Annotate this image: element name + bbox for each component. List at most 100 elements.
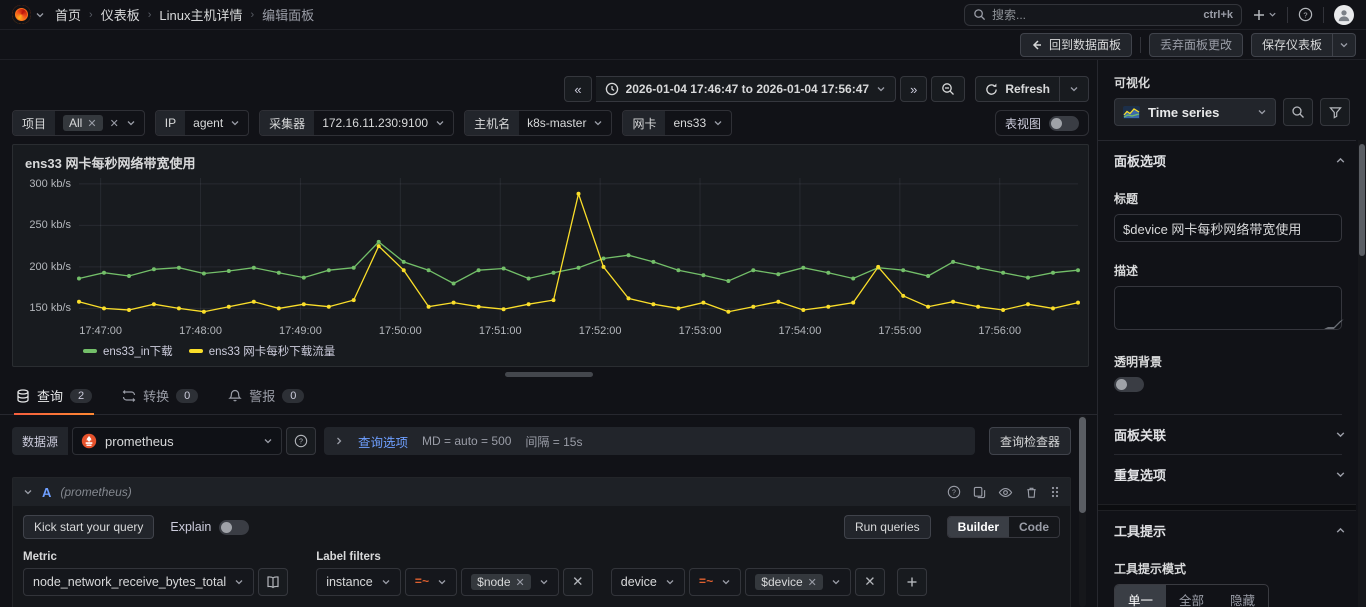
legend-item-series1[interactable]: ens33_in下载 — [83, 343, 173, 359]
remove-chip-icon[interactable]: ✕ — [807, 576, 817, 589]
variable-collector-value: 172.16.11.230:9100 — [322, 116, 429, 130]
query-inspector-button[interactable]: 查询检查器 — [988, 427, 1071, 455]
back-to-dashboard-button[interactable]: 回到数据面板 — [1019, 32, 1132, 57]
save-dashboard-split-button: 保存仪表板 — [1250, 32, 1356, 57]
transform-icon — [122, 389, 136, 403]
query-ref-id[interactable]: A — [42, 484, 52, 500]
repeat-options-label: 重复选项 — [1114, 468, 1167, 483]
save-dashboard-menu-button[interactable] — [1333, 32, 1356, 57]
remove-chip-icon[interactable]: ✕ — [87, 117, 97, 130]
x-axis-tick: 17:48:00 — [179, 325, 222, 337]
visualization-section: 可视化 Time series — [1098, 60, 1356, 126]
tooltip-mode-all[interactable]: 全部 — [1179, 594, 1205, 607]
user-avatar[interactable] — [1334, 4, 1354, 25]
help-button[interactable]: ? — [1298, 7, 1313, 22]
metrics-explorer-button[interactable] — [258, 568, 289, 596]
scrollbar-thumb[interactable] — [1079, 417, 1086, 513]
filter1-value-chip[interactable]: $node ✕ — [471, 574, 531, 590]
transparent-background-toggle[interactable] — [1114, 377, 1144, 392]
panel-options-section-header[interactable]: 面板选项 — [1098, 141, 1356, 180]
chevron-down-icon[interactable] — [23, 487, 33, 497]
panel-links-section-header[interactable]: 面板关联 — [1098, 415, 1356, 454]
filter1-op-select[interactable]: =~ — [404, 568, 458, 596]
variable-ip[interactable]: IP agent — [154, 110, 250, 136]
remove-filter2-button[interactable]: ✕ — [854, 568, 885, 596]
time-range-label: 2026-01-04 17:46:47 to 2026-01-04 17:56:… — [625, 82, 870, 96]
datasource-help-button[interactable]: ? — [286, 427, 317, 455]
refresh-button[interactable]: Refresh — [975, 76, 1060, 102]
variable-collector[interactable]: 采集器 172.16.11.230:9100 — [259, 110, 455, 136]
query-row-header[interactable]: A (prometheus) ? — [13, 478, 1070, 506]
breadcrumb-dashboards[interactable]: 仪表板 — [100, 8, 140, 23]
query-options-bar[interactable]: 查询选项 MD = auto = 500 间隔 = 15s — [324, 427, 975, 455]
breadcrumb-separator: › — [147, 8, 152, 21]
search-input[interactable] — [992, 7, 1198, 22]
zoom-out-time-button[interactable] — [931, 76, 966, 102]
chevron-down-icon — [593, 118, 603, 128]
chart-plot[interactable] — [77, 178, 1080, 320]
breadcrumb-dashboard-name[interactable]: Linux主机详情 — [159, 8, 243, 23]
variable-project[interactable]: 项目 All ✕ ✕ — [12, 110, 145, 136]
filter2-name-select[interactable]: device — [610, 568, 685, 596]
variable-hostname[interactable]: 主机名 k8s-master — [464, 110, 613, 136]
query-options-link[interactable]: 查询选项 — [358, 435, 409, 450]
grafana-logo-button[interactable] — [12, 5, 45, 24]
builder-mode-button[interactable]: Builder — [947, 517, 1009, 537]
remove-chip-icon[interactable]: ✕ — [515, 576, 525, 589]
repeat-options-section-header[interactable]: 重复选项 — [1098, 455, 1356, 494]
variable-collector-label: 采集器 — [260, 111, 315, 135]
query-area-scrollbar[interactable] — [1079, 415, 1086, 607]
panel-resize-handle[interactable] — [504, 372, 593, 377]
timeseries-panel[interactable]: ens33 网卡每秒网络带宽使用 150 kb/s 200 kb/s 250 kb/… — [12, 144, 1089, 367]
refresh-interval-button[interactable] — [1060, 76, 1089, 102]
tooltip-mode-single[interactable]: 单一 — [1115, 585, 1167, 607]
clear-variable-icon[interactable]: ✕ — [109, 117, 119, 130]
panel-title-input[interactable] — [1114, 214, 1342, 242]
delete-query-icon[interactable] — [1025, 486, 1038, 499]
time-range-picker-button[interactable]: 2026-01-04 17:46:47 to 2026-01-04 17:56:… — [595, 76, 897, 102]
legend-item-series2[interactable]: ens33 网卡每秒下载流量 — [188, 343, 335, 359]
filter1-name-select[interactable]: instance — [316, 568, 401, 596]
variable-hostname-value: k8s-master — [527, 116, 587, 130]
explain-toggle[interactable] — [219, 519, 250, 535]
time-shift-forward-button[interactable]: » — [900, 76, 928, 102]
search-options-button[interactable] — [1283, 98, 1313, 126]
run-queries-button[interactable]: Run queries — [843, 515, 931, 539]
tooltip-section-header[interactable]: 工具提示 — [1098, 511, 1356, 550]
drag-handle-icon[interactable] — [1050, 485, 1060, 499]
refresh-group: Refresh — [975, 76, 1089, 102]
visualization-picker[interactable]: Time series — [1114, 98, 1276, 126]
breadcrumb-home[interactable]: 首页 — [55, 8, 82, 23]
filter-options-button[interactable] — [1320, 98, 1350, 126]
code-mode-button[interactable]: Code — [1019, 520, 1049, 534]
chevron-down-icon — [1268, 10, 1277, 19]
time-shift-back-button[interactable]: « — [564, 76, 592, 102]
save-dashboard-button[interactable]: 保存仪表板 — [1250, 32, 1333, 57]
search-box[interactable]: ctrl+k — [964, 3, 1242, 26]
metric-select[interactable]: node_network_receive_bytes_total — [23, 568, 255, 596]
table-view-toggle[interactable] — [1049, 115, 1079, 131]
variable-project-chip[interactable]: All ✕ — [63, 115, 103, 131]
scrollbar-thumb[interactable] — [1359, 144, 1365, 256]
remove-filter1-button[interactable]: ✕ — [562, 568, 593, 596]
variable-nic[interactable]: 网卡 ens33 — [622, 110, 733, 136]
filter2-value-select[interactable]: $device ✕ — [745, 568, 851, 596]
add-filter-button[interactable] — [896, 568, 927, 596]
hide-query-icon[interactable] — [998, 485, 1013, 500]
sidebar-scrollbar[interactable] — [1358, 140, 1366, 607]
tab-transform[interactable]: 转换 0 — [120, 386, 200, 414]
variable-hostname-label: 主机名 — [465, 111, 520, 135]
discard-changes-button[interactable]: 丢弃面板更改 — [1148, 32, 1243, 57]
kickstart-query-button[interactable]: Kick start your query — [23, 515, 155, 539]
tab-query[interactable]: 查询 2 — [14, 386, 95, 415]
query-help-icon[interactable]: ? — [947, 485, 961, 499]
tab-alert[interactable]: 警报 0 — [226, 386, 306, 414]
filter2-op-select[interactable]: =~ — [688, 568, 742, 596]
tooltip-mode-hidden[interactable]: 隐藏 — [1230, 594, 1256, 607]
datasource-picker[interactable]: prometheus — [72, 427, 283, 455]
filter1-value-select[interactable]: $node ✕ — [461, 568, 559, 596]
duplicate-query-icon[interactable] — [973, 486, 986, 499]
panel-description-input[interactable] — [1114, 286, 1342, 330]
filter2-value-chip[interactable]: $device ✕ — [755, 574, 823, 590]
add-new-button[interactable] — [1252, 8, 1277, 22]
